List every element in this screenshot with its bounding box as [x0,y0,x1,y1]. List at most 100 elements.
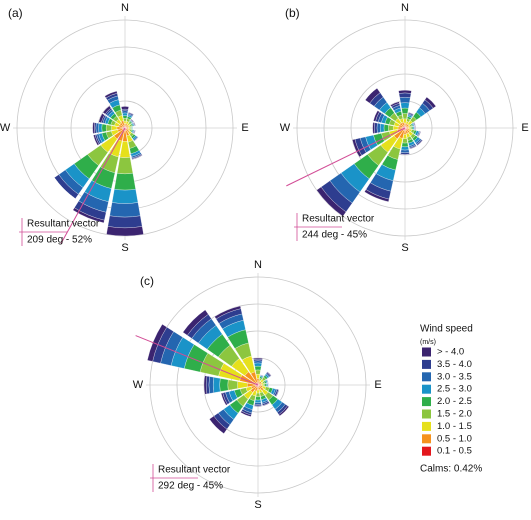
legend-label: 0.5 - 1.0 [437,433,472,444]
resultant-vector [286,127,406,187]
petal-segment [121,106,129,110]
petal-segment [275,389,280,397]
petal-segment [256,389,260,394]
resultant-title: Resultant vector [302,214,375,225]
resultant-vector [60,127,126,244]
petal-segment [383,124,389,132]
petal-segment [401,142,409,148]
resultant-bracket [150,464,198,492]
petal-segment [203,375,208,395]
petal-segment [410,126,413,130]
wind-rose: N E S W (c) Resultant vector 292 deg - 45% [133,259,382,511]
petal-segment [401,146,409,151]
petal-segment [122,112,128,116]
petal-segment [263,383,266,387]
petal-segment [255,392,261,398]
petal-segment [278,405,290,417]
petal-segment [255,396,261,401]
petal-segment [92,122,95,134]
compass-label: S [401,242,408,254]
petal-segment [408,112,414,115]
petal-segment [254,399,262,403]
ring [176,303,340,467]
petal-segment [374,122,378,134]
petal-segment [392,125,399,131]
legend: Wind speed (m/s) Calms: 0.42% > - 4.03.5… [420,324,482,475]
petal-segment [106,226,144,237]
resultant-bracket [294,213,342,241]
legend-swatch [422,347,431,357]
resultant-title: Resultant vector [158,465,231,476]
petal-segment [402,138,408,144]
legend-swatch [422,421,431,431]
petal-segment [253,360,263,364]
petal-segment [219,378,229,392]
petal-segment [416,139,423,146]
petal-segment [266,371,272,377]
legend-swatch [422,384,431,394]
petal-segment [105,124,112,132]
petal-segment [93,134,100,146]
resultant-text: 244 deg - 45% [302,230,367,241]
petal-segment [95,122,100,134]
panel-label: (a) [8,6,23,20]
petal-segment [214,305,242,320]
resultant-title: Resultant vector [27,219,100,230]
petal-segment [253,357,263,360]
panel-label: (c) [140,274,154,288]
petal-segment [373,110,380,122]
petal-segment [131,154,143,160]
legend-swatch [422,446,431,456]
petal-segment [398,90,412,94]
legend-swatch [422,372,431,382]
petal-segment [264,383,267,387]
petal-segment [98,113,105,123]
petal-segment [372,122,375,134]
petal-segment [402,113,408,120]
petal-segment [261,383,264,387]
legend-label: 2.5 - 3.0 [437,384,472,395]
legend-swatch [422,397,431,407]
petal-segment [121,110,129,114]
petal-segment [128,112,134,115]
petal-segment [128,126,131,130]
legend-label: 0.1 - 0.5 [437,446,472,457]
legend-label: 3.0 - 3.5 [437,371,472,382]
petal-segment [401,107,409,114]
compass-label: S [254,499,261,511]
petal-segment [400,153,410,156]
petal-segment [237,381,248,389]
petal-segment [116,157,134,175]
compass-label: W [280,122,291,134]
legend-swatch [422,359,431,369]
legend-label: 1.5 - 2.0 [437,409,472,420]
petal-segment [123,118,127,122]
petal-segment [254,405,262,407]
petal-segment [365,88,381,104]
petal-segment [408,126,411,130]
petal-segment [240,410,252,417]
petal-segment [254,362,262,367]
legend-title: Wind speed [420,324,473,335]
petal-segment [111,125,118,131]
petal-segment [208,376,215,394]
petal-segment [98,123,103,133]
petal-segment [388,124,394,132]
petal-segment [413,122,416,126]
ring [350,73,460,183]
petal-segment [130,118,135,123]
petal-segment [399,97,411,104]
petal-segment [102,105,112,115]
panel-label: (b) [285,6,300,20]
petal-segment [262,402,270,407]
legend-swatch [422,409,431,419]
ring [323,46,487,210]
petal-segment [254,365,262,371]
ring [149,276,367,494]
petal-segment [133,122,136,126]
resultant-vector [135,335,259,386]
petal-segment [400,149,410,153]
petal-segment [114,173,136,191]
petal-segment [107,215,143,228]
